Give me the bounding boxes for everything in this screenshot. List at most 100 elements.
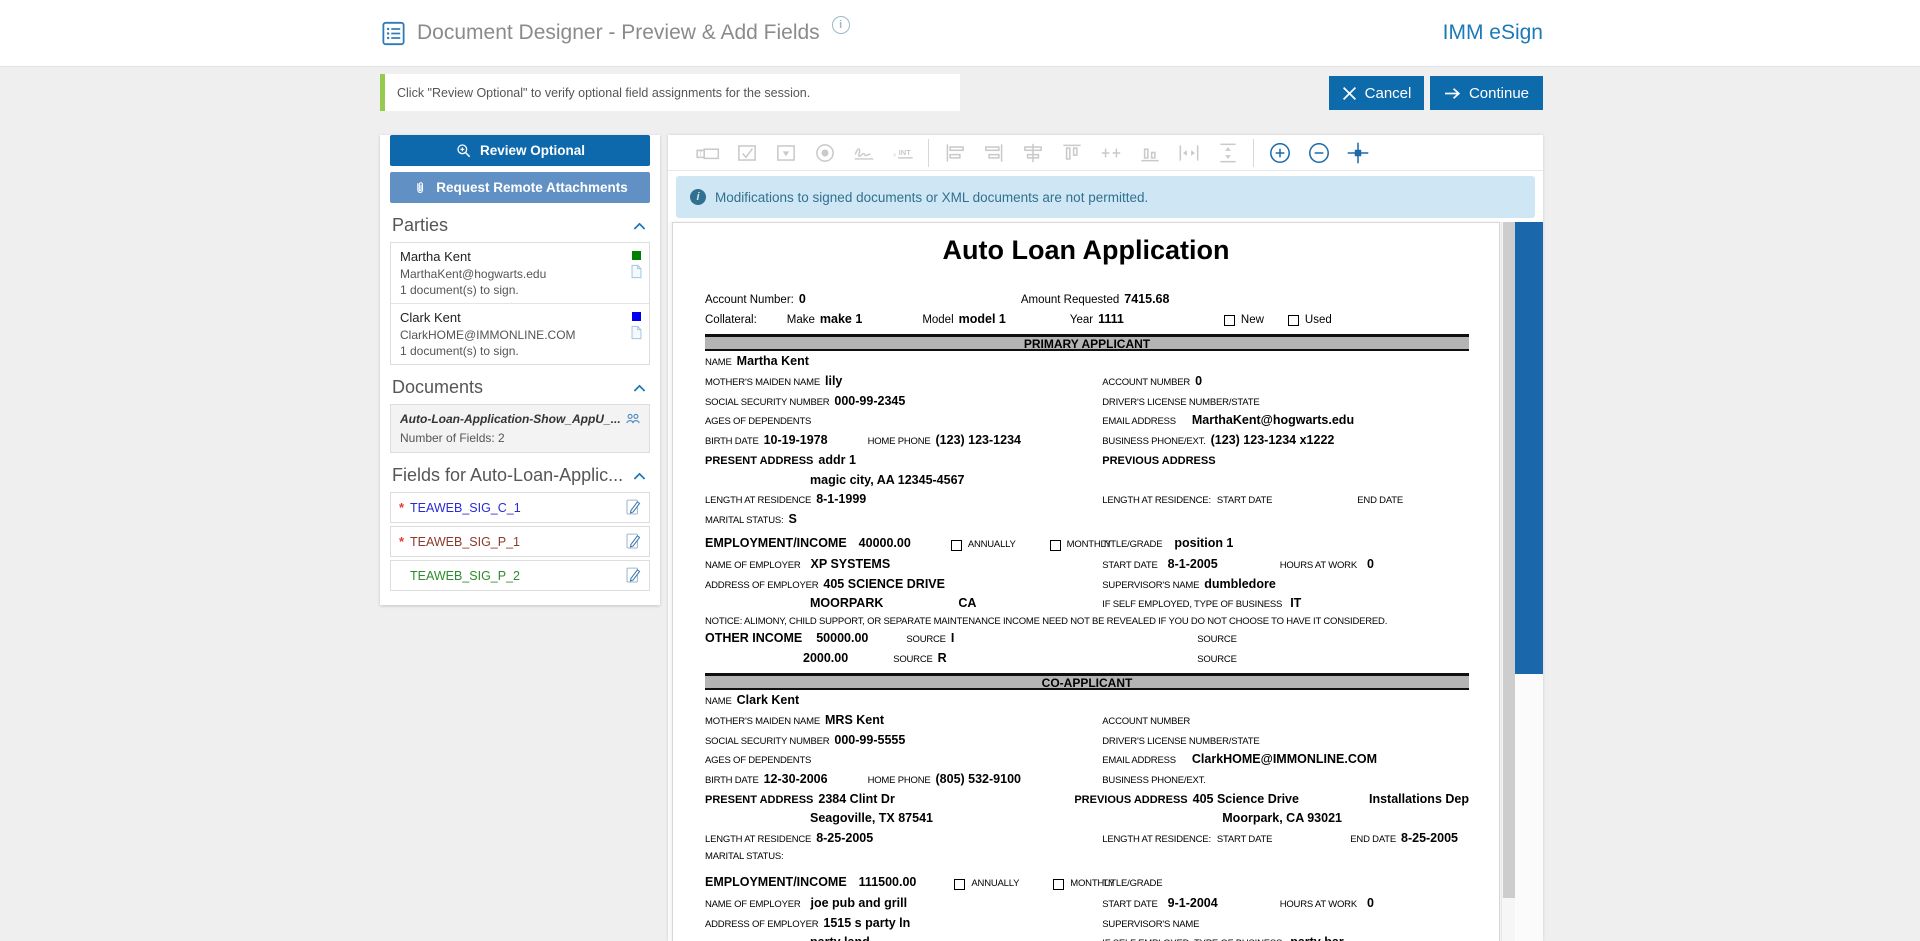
- request-remote-attachments-button[interactable]: Request Remote Attachments: [390, 172, 650, 203]
- align-center-icon[interactable]: [1013, 136, 1052, 170]
- edit-field-icon[interactable]: [624, 566, 643, 585]
- field-label: DRIVER'S LICENSE NUMBER/STATE: [1102, 396, 1260, 408]
- field-value: make 1: [819, 311, 863, 326]
- form-head-rows: Account Number: 0 Amount Requested 7415.68 C…: [705, 292, 1469, 331]
- form-segment: PREVIOUS ADDRESS 405 Science Drive: [1074, 792, 1299, 806]
- edit-field-icon[interactable]: [624, 532, 643, 551]
- checkbox-icon[interactable]: [727, 136, 766, 170]
- align-left-icon[interactable]: [935, 136, 974, 170]
- initials-icon[interactable]: x INT: [883, 136, 922, 170]
- match-height-icon[interactable]: [1208, 136, 1247, 170]
- form-row-left: MOTHER'S MAIDEN NAME MRS Kent: [705, 713, 1102, 727]
- field-item[interactable]: * TEAWEB_SIG_C_1: [390, 492, 650, 523]
- field-value: lily: [825, 374, 843, 389]
- form-row: SOCIAL SECURITY NUMBER 000-99-2345 DRIVER'…: [705, 394, 1469, 414]
- edit-field-icon[interactable]: [624, 498, 643, 517]
- align-top-icon[interactable]: [1052, 136, 1091, 170]
- field-label: START DATE: [1216, 834, 1273, 846]
- field-position-icon[interactable]: [1338, 136, 1377, 170]
- align-right-icon[interactable]: [974, 136, 1013, 170]
- form-segment: DRIVER'S LICENSE NUMBER/STATE: [1102, 397, 1259, 408]
- document-scrollbar[interactable]: [1501, 222, 1515, 941]
- svg-text:INT: INT: [898, 148, 911, 157]
- form-row-left: EMPLOYMENT/INCOME 40000.00 ANNUALLY MONTHLY: [705, 536, 1111, 551]
- form-row-right: START DATE 9-1-2004 HOURS AT WORK 0: [1102, 896, 1469, 910]
- form-segment: MOTHER'S MAIDEN NAME MRS Kent: [705, 713, 884, 727]
- radio-button-icon[interactable]: [805, 136, 844, 170]
- form-row: EMPLOYMENT/INCOME 111500.00 ANNUALLY MONTHL…: [705, 875, 1469, 896]
- field-label: ANNUALLY: [971, 877, 1020, 889]
- checkbox-icon: [1287, 315, 1299, 327]
- party-item[interactable]: Martha Kent MarthaKent@hogwarts.edu 1 docu…: [391, 243, 649, 304]
- signature-icon[interactable]: [844, 136, 883, 170]
- text-field-icon[interactable]: T: [688, 136, 727, 170]
- field-label: AGES OF DEPENDENTS: [705, 755, 812, 767]
- party-color-square: [632, 251, 641, 260]
- form-row-right: PREVIOUS ADDRESS: [1102, 455, 1469, 467]
- scrollbar-thumb[interactable]: [1503, 222, 1515, 898]
- field-value: 8-1-2005: [1167, 556, 1218, 571]
- form-row: MOORPARK CA IF SELF EMPLOYED, TYPE OF BUSI…: [705, 596, 1469, 616]
- field-value: 10-19-1978: [763, 433, 828, 448]
- document-page[interactable]: Auto Loan Application Account Number: 0 Am…: [672, 222, 1500, 941]
- form-segment: ADDRESS OF EMPLOYER 405 SCIENCE DRIVE: [705, 577, 945, 591]
- form-segment: MONTHLY: [1053, 878, 1115, 890]
- form-row: magic city, AA 12345-4567: [705, 473, 1469, 493]
- sidebar: Review Optional Request Remote Attachmen…: [380, 135, 660, 605]
- field-label: START DATE: [1102, 898, 1158, 910]
- chevron-up-icon[interactable]: [631, 220, 648, 232]
- form-segment: SOURCE I: [906, 631, 954, 645]
- field-label: END DATE: [1350, 834, 1396, 846]
- chevron-up-icon[interactable]: [631, 382, 648, 394]
- review-optional-button[interactable]: Review Optional: [390, 135, 650, 166]
- continue-button[interactable]: Continue: [1430, 76, 1543, 110]
- align-bottom-icon[interactable]: [1130, 136, 1169, 170]
- dropdown-list-icon[interactable]: [766, 136, 805, 170]
- match-width-icon[interactable]: [1169, 136, 1208, 170]
- party-name: Clark Kent: [400, 310, 461, 325]
- info-icon[interactable]: i: [831, 16, 850, 34]
- field-label: START DATE: [1216, 495, 1273, 507]
- form-row-right: SUPERVISOR'S NAME dumbledore: [1102, 577, 1469, 591]
- form-body: Account Number: 0 Amount Requested 7415.68 C…: [673, 266, 1499, 941]
- form-segment: CA: [958, 596, 976, 610]
- toolbar-separator: [928, 138, 929, 167]
- request-remote-label: Request Remote Attachments: [436, 180, 628, 195]
- form-segment: AGES OF DEPENDENTS: [705, 755, 811, 766]
- form-row-left: ADDRESS OF EMPLOYER 405 SCIENCE DRIVE: [705, 577, 1102, 591]
- form-row-right: IF SELF EMPLOYED, TYPE OF BUSINESS party …: [1102, 935, 1469, 941]
- form-row: NAME Martha Kent: [705, 354, 1469, 374]
- form-segment: SOURCE: [1197, 653, 1237, 665]
- form-segment: Account Number: 0: [705, 292, 806, 306]
- field-label: SOURCE: [1197, 653, 1237, 665]
- field-label: SOURCE: [893, 653, 933, 665]
- field-label: SOCIAL SECURITY NUMBER: [705, 735, 830, 747]
- field-label: ACCOUNT NUMBER: [1102, 716, 1191, 727]
- form-row-right: SUPERVISOR'S NAME: [1102, 919, 1469, 930]
- party-item[interactable]: Clark Kent ClarkHOME@IMMONLINE.COM 1 docum…: [391, 304, 649, 364]
- form-row-right: EMAIL ADDRESS MarthaKent@hogwarts.edu: [1102, 413, 1469, 427]
- field-item[interactable]: TEAWEB_SIG_P_2: [390, 560, 650, 591]
- field-label: MARITAL STATUS:: [705, 850, 784, 862]
- form-segment: IF SELF EMPLOYED, TYPE OF BUSINESS IT: [1102, 596, 1301, 610]
- field-label: EMAIL ADDRESS: [1102, 755, 1176, 767]
- form-row-right: LENGTH AT RESIDENCE: START DATE END DATE: [1102, 495, 1469, 506]
- cancel-button[interactable]: Cancel: [1329, 76, 1424, 110]
- field-label: Year: [1069, 313, 1094, 326]
- section-header-bar: PRIMARY APPLICANT: [705, 334, 1469, 352]
- party-email: MarthaKent@hogwarts.edu: [400, 267, 547, 281]
- zoom-in-icon[interactable]: [1260, 136, 1299, 170]
- form-row-left: Collateral: Make make 1 Model model 1 Year 111…: [705, 311, 1469, 327]
- field-value: Clark Kent: [736, 693, 800, 708]
- form-segment: NAME OF EMPLOYER joe pub and grill: [705, 896, 907, 910]
- field-item[interactable]: * TEAWEB_SIG_P_1: [390, 526, 650, 557]
- field-value: S: [788, 511, 797, 526]
- chevron-up-icon[interactable]: [631, 470, 648, 482]
- zoom-out-icon[interactable]: [1299, 136, 1338, 170]
- form-row-left: MOTHER'S MAIDEN NAME lily: [705, 374, 1102, 388]
- distribute-horizontal-icon[interactable]: [1091, 136, 1130, 170]
- field-label: BIRTH DATE: [705, 436, 759, 448]
- form-title: Auto Loan Application: [942, 235, 1230, 265]
- document-card[interactable]: Auto-Loan-Application-Show_AppU_... Numb…: [390, 404, 650, 453]
- panel-scrollbar[interactable]: [1515, 222, 1543, 674]
